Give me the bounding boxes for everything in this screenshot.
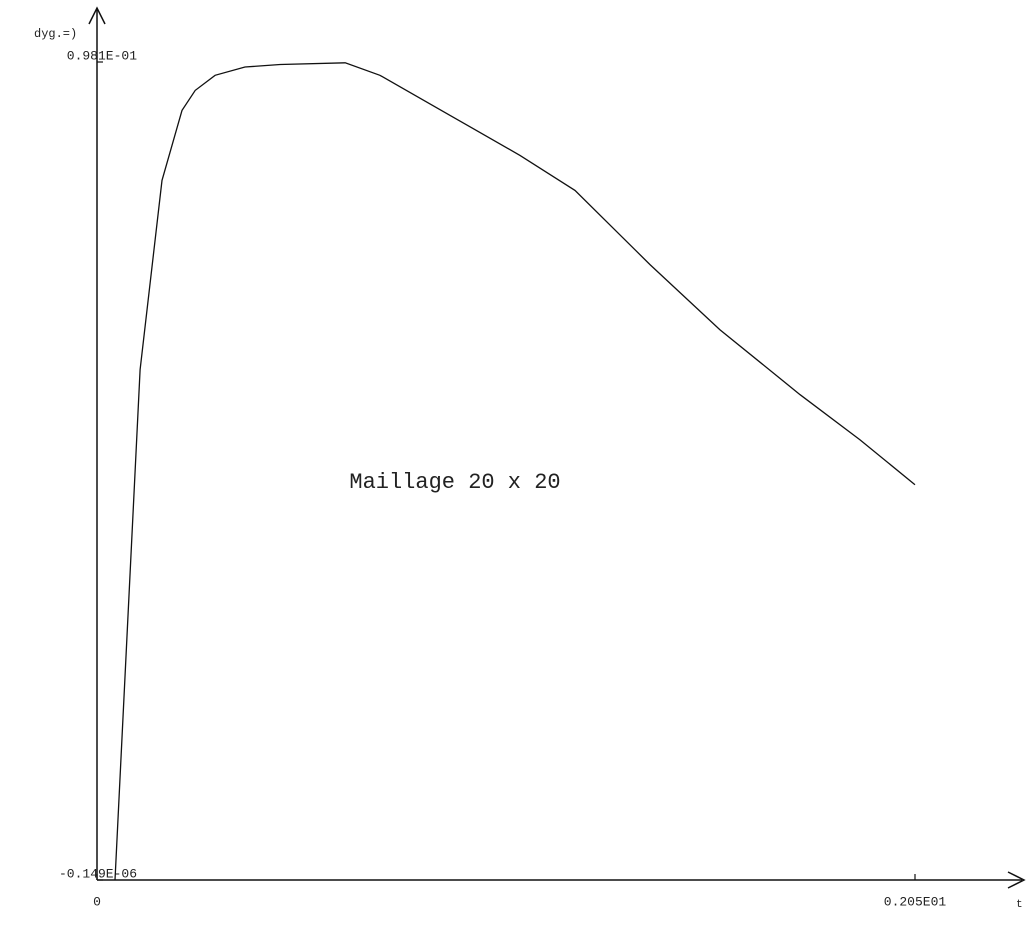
y-tick-label: 0.981E-01 xyxy=(67,48,137,63)
x-tick-label: 0 xyxy=(93,894,101,909)
y-axis-label: dyg.=) xyxy=(34,27,77,41)
y-axis-arrow xyxy=(88,6,106,25)
line-series xyxy=(114,62,916,881)
x-tick-label: 0.205E01 xyxy=(884,894,947,909)
x-axis-label: t xyxy=(1016,899,1023,911)
y-tick-label: -0.149E-06 xyxy=(59,866,137,881)
x-axis-arrow xyxy=(1007,871,1026,889)
annotation: Maillage 20 x 20 xyxy=(349,470,560,495)
